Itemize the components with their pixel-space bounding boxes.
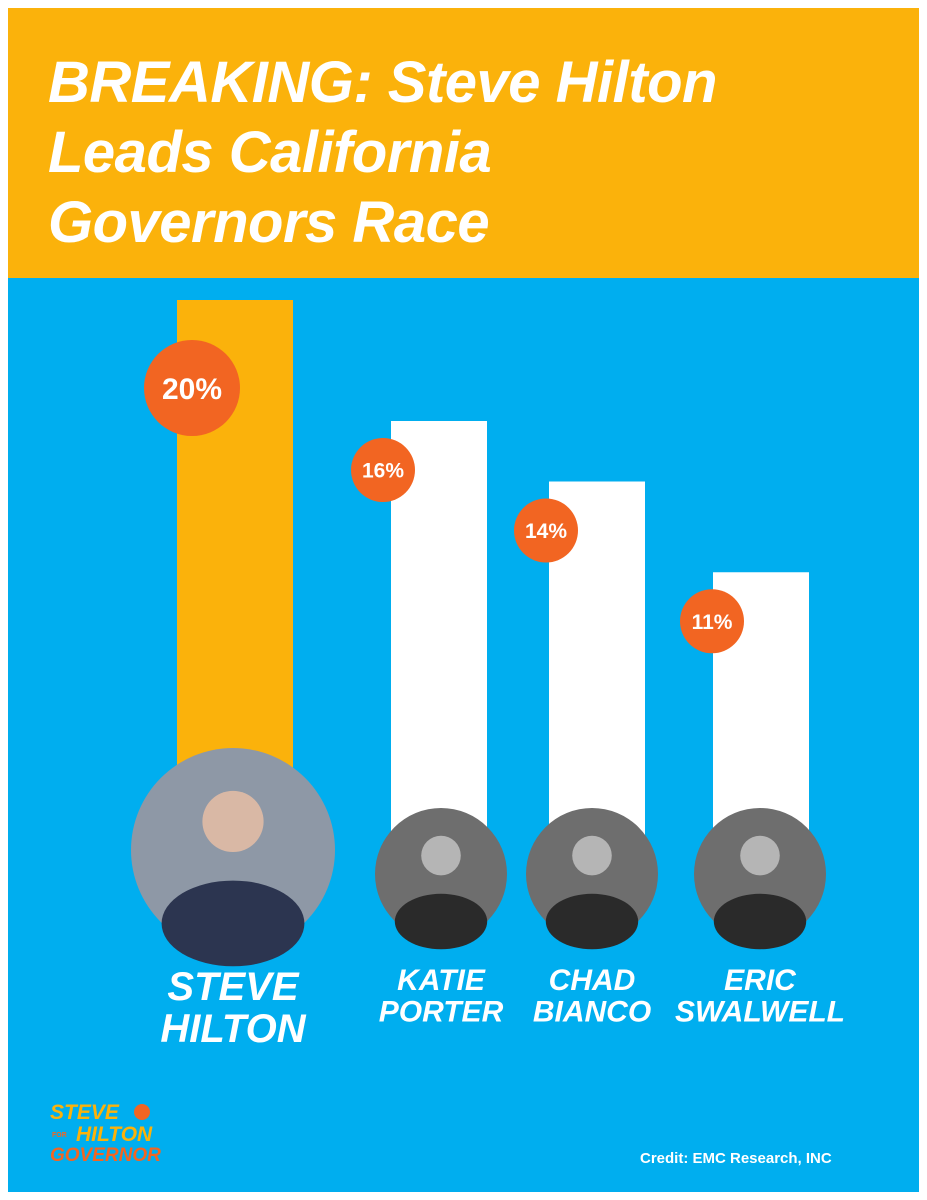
value-label-steve-hilton: 20% (162, 373, 222, 406)
photo-shoulders-steve-hilton (161, 880, 305, 967)
campaign-logo: STEVE FOR HILTON GOVERNOR (50, 1101, 161, 1172)
value-badge-katie-porter (351, 438, 415, 502)
category-label-steve-hilton-1: STEVE (167, 965, 299, 1009)
value-badge-eric-swalwell (680, 589, 744, 654)
photo-face-eric-swalwell (740, 835, 780, 876)
category-label-chad-bianco-1: CHAD (549, 964, 636, 997)
logo-line-for: FOR (52, 1132, 67, 1139)
value-badge-chad-bianco (514, 498, 578, 563)
headline-banner: BREAKING: Steve Hilton Leads California … (8, 8, 919, 278)
photo-face-katie-porter (421, 835, 461, 876)
logo-dot-icon (134, 1104, 150, 1120)
photo-shoulders-chad-bianco (545, 893, 639, 950)
photo-face-chad-bianco (572, 835, 612, 876)
headline-line-1: BREAKING: Steve Hilton (48, 50, 717, 115)
value-label-eric-swalwell: 11% (692, 611, 733, 634)
headline: BREAKING: Steve Hilton Leads California … (48, 48, 888, 258)
photo-face-steve-hilton (202, 790, 264, 853)
logo-line-steve: STEVE (50, 1101, 119, 1124)
credit-text: Credit: EMC Research, INC (640, 1150, 832, 1167)
headline-line-2: Leads California (48, 120, 492, 185)
logo-line-governor: GOVERNOR (50, 1145, 161, 1166)
value-label-chad-bianco: 14% (525, 520, 567, 543)
category-label-eric-swalwell-2: SWALWELL (675, 996, 845, 1029)
category-label-katie-porter-1: KATIE (397, 964, 486, 997)
category-label-katie-porter-2: PORTER (379, 996, 504, 1029)
logo-line-hilton: HILTON (76, 1123, 153, 1146)
category-label-steve-hilton-2: HILTON (160, 1007, 306, 1051)
category-label-eric-swalwell-1: ERIC (724, 964, 797, 997)
value-label-katie-porter: 16% (362, 460, 404, 483)
category-label-chad-bianco-2: BIANCO (533, 996, 651, 1029)
photo-shoulders-katie-porter (394, 893, 488, 950)
headline-line-3: Governors Race (48, 190, 490, 255)
photo-shoulders-eric-swalwell (713, 893, 807, 950)
value-badge-steve-hilton (144, 340, 240, 436)
